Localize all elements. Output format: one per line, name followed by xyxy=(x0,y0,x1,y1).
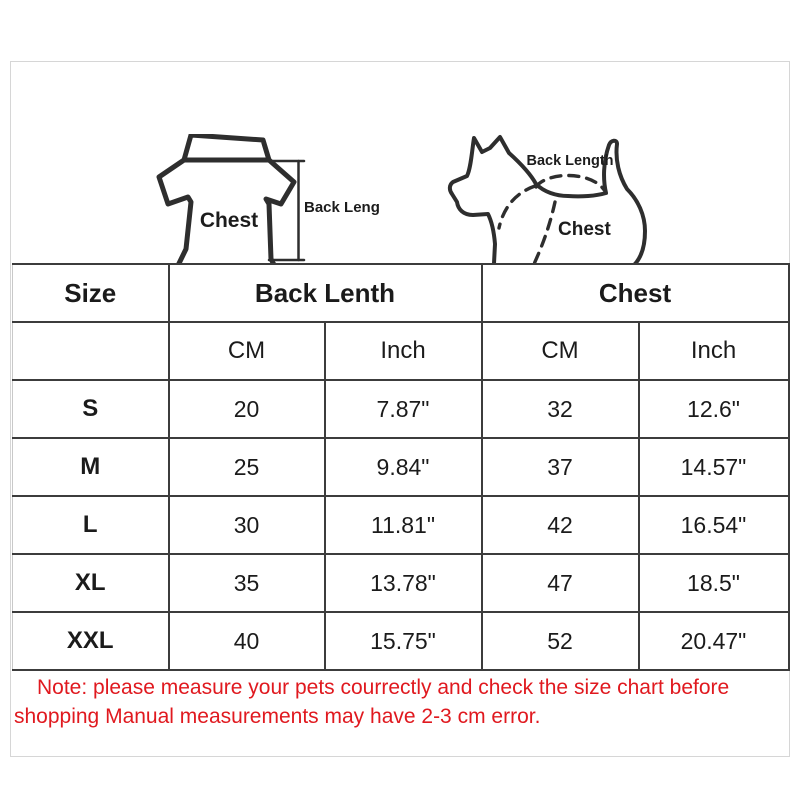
cell-chest-cm: 52 xyxy=(480,611,640,671)
cell-back-inch: 15.75" xyxy=(323,611,483,671)
garment-collar-outline xyxy=(181,134,272,163)
cell-back-cm: 40 xyxy=(167,611,326,671)
cell-chest-inch: 14.57" xyxy=(637,437,790,497)
cell-size: XXL xyxy=(12,611,170,671)
dog-chest-label: Chest xyxy=(558,219,611,240)
cell-chest-cm: 47 xyxy=(480,553,640,613)
table-unit-row: CM Inch CM Inch xyxy=(12,321,790,381)
unit-empty-cell xyxy=(12,321,170,381)
cell-chest-cm: 32 xyxy=(480,379,640,439)
cell-back-inch: 13.78" xyxy=(323,553,483,613)
cell-chest-cm: 42 xyxy=(480,495,640,555)
cell-size: S xyxy=(12,379,170,439)
cell-chest-inch: 20.47" xyxy=(637,611,790,671)
cell-back-cm: 20 xyxy=(167,379,326,439)
measurement-note: Note: please measure your pets courrectl… xyxy=(14,676,730,728)
table-row-xl: XL 35 13.78" 47 18.5" xyxy=(12,553,790,613)
cell-back-inch: 7.87" xyxy=(323,379,483,439)
cell-size: M xyxy=(12,437,170,497)
cell-chest-cm: 37 xyxy=(480,437,640,497)
header-chest: Chest xyxy=(480,263,790,323)
garment-chest-label: Chest xyxy=(200,209,258,232)
cell-chest-inch: 12.6" xyxy=(637,379,790,439)
unit-back-inch: Inch xyxy=(323,321,483,381)
header-size: Size xyxy=(12,263,170,323)
garment-back-length-label: Back Length xyxy=(304,199,379,216)
table-row-l: L 30 11.81" 42 16.54" xyxy=(12,495,790,555)
cell-back-cm: 30 xyxy=(167,495,326,555)
cell-back-inch: 9.84" xyxy=(323,437,483,497)
table-row-xxl: XXL 40 15.75" 52 20.47" xyxy=(12,611,790,671)
dog-back-length-dashed-arc xyxy=(534,173,607,193)
table-row-s: S 20 7.87" 32 12.6" xyxy=(12,379,790,439)
cell-chest-inch: 18.5" xyxy=(637,553,790,613)
dog-neck-dashed-line xyxy=(497,184,537,230)
cell-back-inch: 11.81" xyxy=(323,495,483,555)
unit-back-cm: CM xyxy=(167,321,326,381)
unit-chest-cm: CM xyxy=(480,321,640,381)
unit-chest-inch: Inch xyxy=(637,321,790,381)
cell-back-cm: 25 xyxy=(167,437,326,497)
size-table: Size Back Lenth Chest CM Inch CM Inch S … xyxy=(12,263,790,671)
table-header-row: Size Back Lenth Chest xyxy=(12,263,790,323)
header-back-length: Back Lenth xyxy=(167,263,483,323)
dog-chest-dashed-line xyxy=(532,200,557,266)
cell-size: XL xyxy=(12,553,170,613)
dog-back-length-label: Back Length xyxy=(526,153,613,169)
cell-back-cm: 35 xyxy=(167,553,326,613)
cell-size: L xyxy=(12,495,170,555)
table-row-m: M 25 9.84" 37 14.57" xyxy=(12,437,790,497)
cell-chest-inch: 16.54" xyxy=(637,495,790,555)
